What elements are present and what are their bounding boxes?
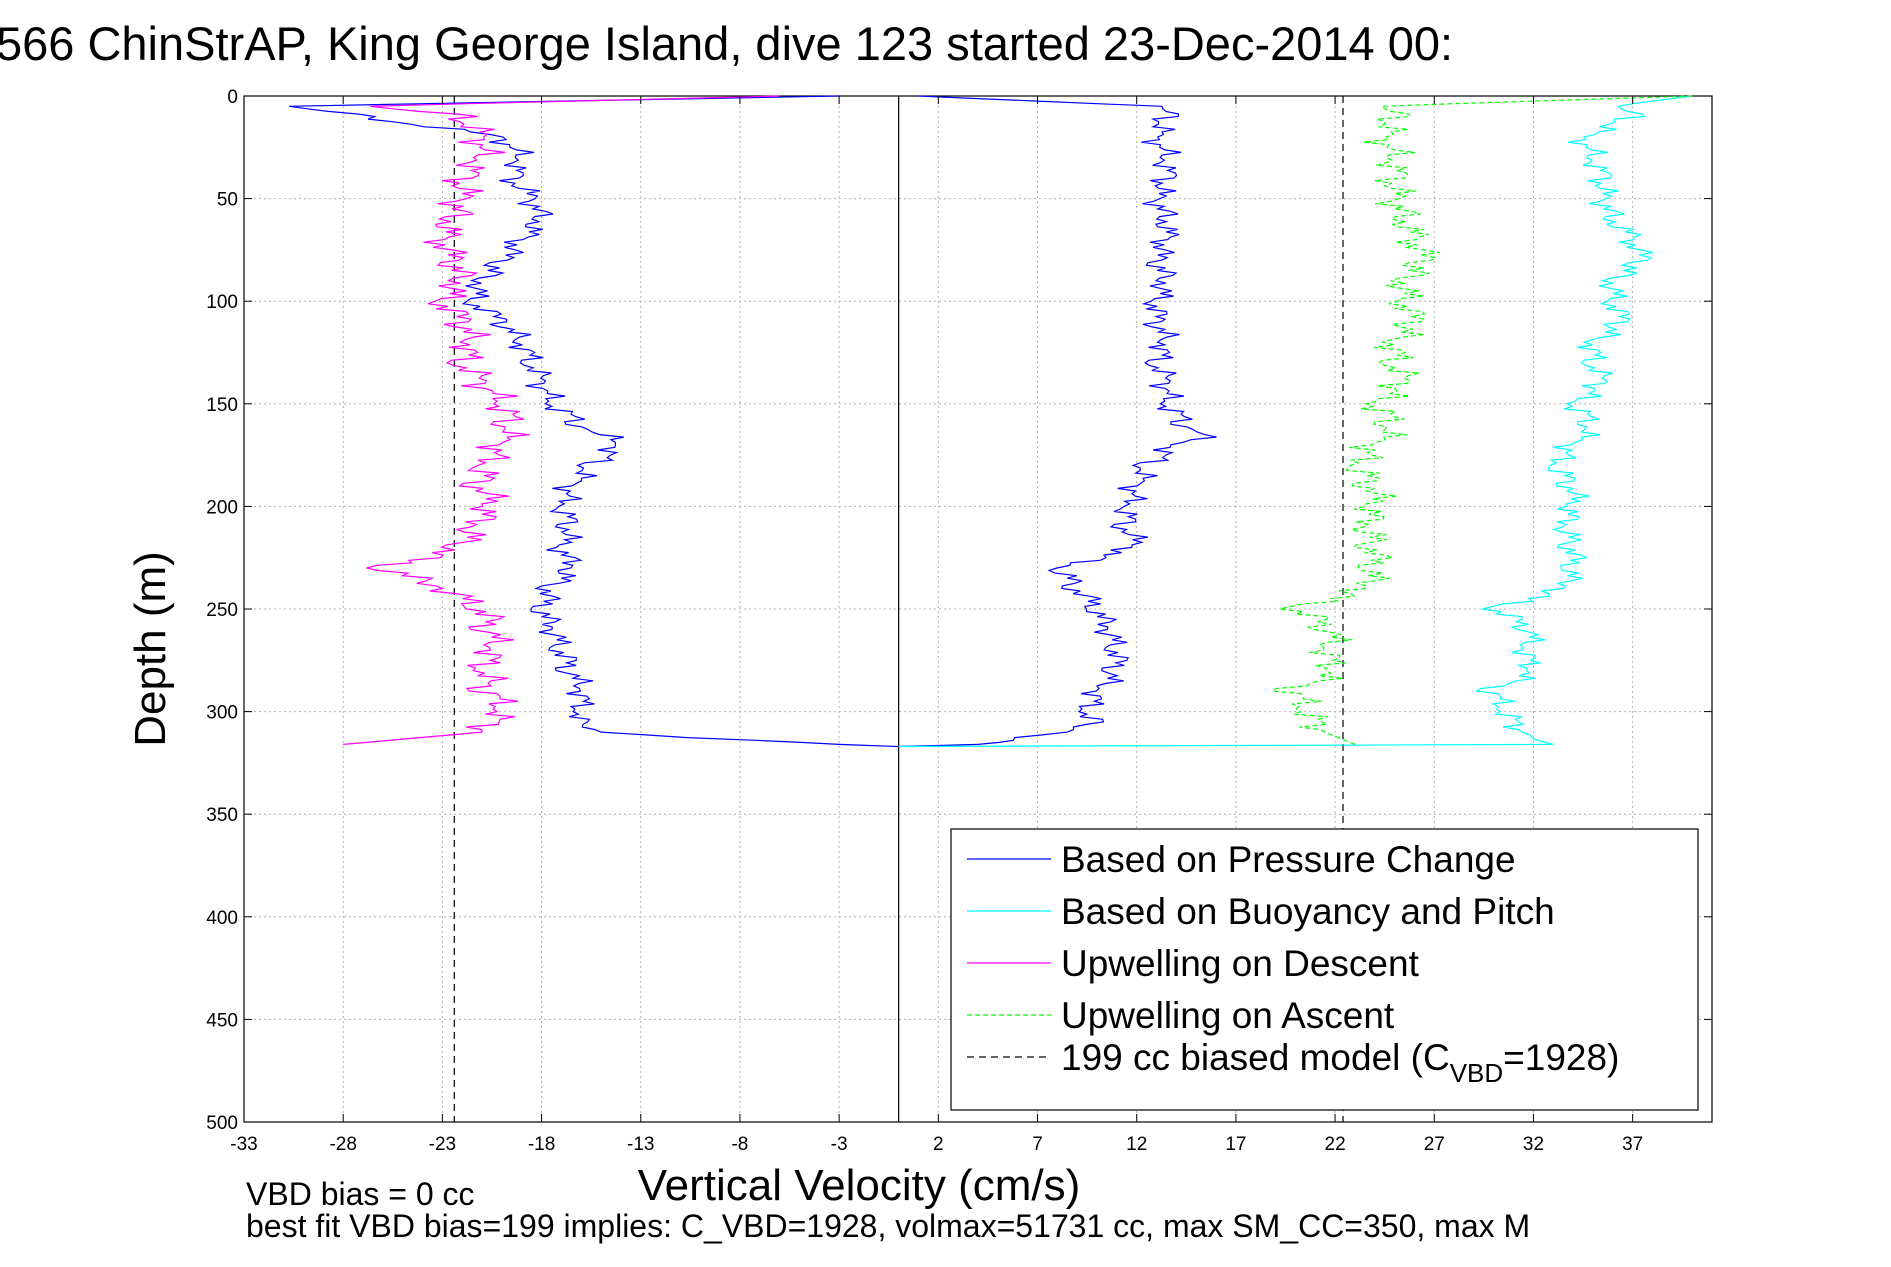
series-layer <box>289 95 1693 748</box>
series-line-based-on-pressure-change-descent <box>289 95 899 748</box>
legend-label: Based on Pressure Change <box>1061 839 1516 880</box>
x-tick-label: -3 <box>831 1134 848 1155</box>
y-tick-label: 350 <box>206 805 238 826</box>
x-tick-label: 12 <box>1126 1134 1147 1155</box>
y-tick-label: 150 <box>206 395 238 416</box>
x-tick-label: 7 <box>1032 1134 1043 1155</box>
series-line-based-on-pressure-change-ascent <box>898 95 1217 748</box>
chart-legend: Based on Pressure Change Based on Buoyanc… <box>950 828 1699 1111</box>
legend-label-model: 199 cc biased model (CVBD=1928) <box>1061 1037 1619 1088</box>
x-tick-label: 22 <box>1325 1134 1346 1155</box>
legend-label: Upwelling on Ascent <box>1061 995 1395 1036</box>
x-axis-label: Vertical Velocity (cm/s) <box>638 1161 1081 1210</box>
x-tick-label: -23 <box>429 1134 456 1155</box>
y-tick-label: 450 <box>206 1010 238 1031</box>
y-tick-label: 300 <box>206 703 238 724</box>
y-tick-label: 400 <box>206 908 238 929</box>
x-tick-label: -28 <box>329 1134 356 1155</box>
tick-layer: -33 -28 -23 -18 -13 -8 -3 2 7 12 17 22 27 32 370501001… <box>206 87 1712 1155</box>
x-tick-label: 17 <box>1225 1134 1246 1155</box>
legend-label: Based on Buoyancy and Pitch <box>1061 891 1555 932</box>
chart-title: 566 ChinStrAP, King George Island, dive … <box>0 17 1453 70</box>
x-tick-label: 27 <box>1424 1134 1445 1155</box>
y-tick-label: 50 <box>217 190 238 211</box>
series-line-upwelling-on-descent <box>343 95 780 745</box>
series-line-based-on-buoyancy-and-pitch-ascent <box>898 95 1693 748</box>
x-tick-label: 32 <box>1523 1134 1544 1155</box>
x-tick-label: -13 <box>627 1134 654 1155</box>
y-tick-label: 100 <box>206 292 238 313</box>
footer-best-fit: best fit VBD bias=199 implies: C_VBD=192… <box>246 1208 1530 1244</box>
legend-box <box>950 828 1699 1111</box>
y-tick-label: 500 <box>206 1113 238 1134</box>
y-axis-label: Depth (m) <box>126 551 175 747</box>
x-tick-label: -33 <box>230 1134 257 1155</box>
footer-vbd-bias: VBD bias = 0 cc <box>246 1176 475 1212</box>
x-tick-label: -18 <box>528 1134 555 1155</box>
y-tick-label: 200 <box>206 497 238 518</box>
x-tick-label: 2 <box>933 1134 944 1155</box>
y-tick-label: 0 <box>227 87 238 108</box>
y-tick-label: 250 <box>206 600 238 621</box>
x-tick-label: -8 <box>731 1134 748 1155</box>
legend-label: Upwelling on Descent <box>1061 943 1420 984</box>
x-tick-label: 37 <box>1622 1134 1643 1155</box>
series-line-upwelling-on-ascent <box>1270 95 1693 745</box>
